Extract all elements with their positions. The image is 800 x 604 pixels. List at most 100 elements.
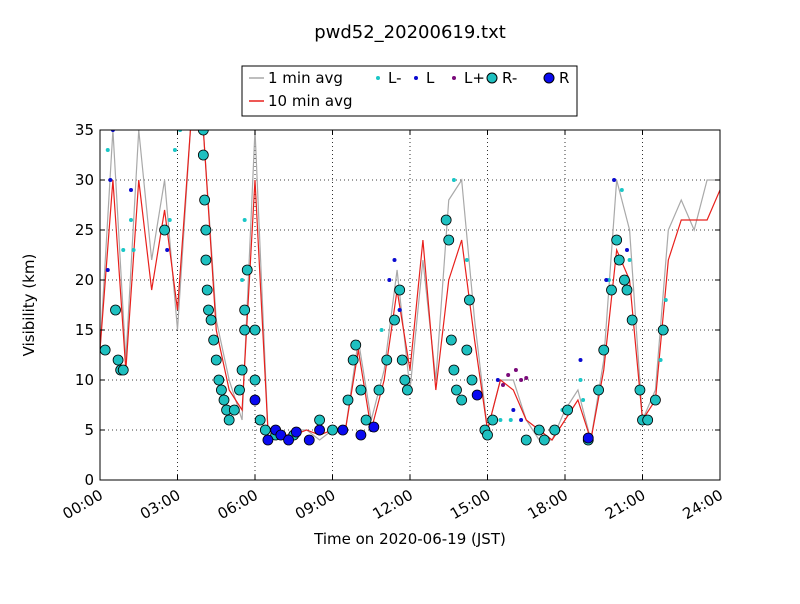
marker-dot (379, 328, 384, 332)
marker-circle (389, 314, 400, 326)
marker-circle (355, 384, 367, 396)
marker-circle (355, 429, 367, 441)
marker-dot (131, 248, 136, 252)
legend-label: L (426, 69, 435, 87)
y-tick-label: 0 (84, 471, 94, 489)
marker-circle (598, 344, 610, 356)
marker-dot (619, 188, 624, 192)
marker-dot (519, 418, 524, 422)
y-tick-label: 35 (75, 121, 94, 139)
marker-circle (110, 304, 121, 316)
legend-box (241, 65, 578, 117)
marker-circle (451, 384, 462, 396)
marker-dot (498, 418, 503, 422)
marker-circle (562, 404, 573, 416)
plot-area (100, 130, 720, 446)
marker-circle (402, 384, 413, 396)
marker-circle (634, 384, 646, 396)
y-tick-label: 25 (75, 221, 94, 239)
marker-dot (387, 278, 392, 282)
marker-circle (213, 374, 225, 386)
marker-circle (482, 429, 493, 441)
legend-label: R (559, 69, 569, 87)
y-tick-label: 15 (75, 321, 94, 339)
marker-dot (627, 258, 632, 262)
marker-circle (394, 284, 406, 296)
y-tick-label: 10 (75, 371, 94, 389)
marker-circle (283, 434, 294, 446)
marker-circle (117, 364, 129, 376)
marker-circle (456, 394, 468, 406)
marker-circle (327, 424, 338, 436)
legend-label: 10 min avg (268, 92, 353, 110)
marker-dot (105, 268, 110, 272)
marker-dot (167, 218, 172, 222)
legend-swatch (376, 76, 380, 80)
marker-dot (519, 378, 524, 382)
y-tick-label: 30 (75, 171, 94, 189)
marker-circle (200, 224, 212, 236)
marker-circle (234, 384, 245, 396)
marker-circle (314, 424, 325, 436)
marker-circle (337, 424, 349, 436)
marker-dot (397, 308, 402, 312)
legend-swatch (414, 76, 418, 80)
legend-swatch (452, 76, 456, 80)
marker-circle (275, 429, 287, 441)
marker-dot (172, 148, 177, 152)
marker-dot (604, 278, 609, 282)
marker-circle (443, 234, 455, 246)
marker-dot (513, 368, 518, 372)
marker-circle (657, 324, 669, 336)
marker-dot (108, 178, 113, 182)
marker-dot (121, 248, 126, 252)
legend-label: R- (502, 69, 517, 87)
marker-circle (582, 432, 594, 444)
marker-circle (197, 149, 209, 161)
marker-dot (658, 358, 663, 362)
marker-circle (445, 334, 457, 346)
marker-dot (495, 378, 500, 382)
marker-circle (350, 339, 362, 351)
marker-dot (625, 248, 629, 252)
marker-circle (100, 344, 111, 356)
marker-dot (165, 248, 170, 252)
marker-circle (205, 314, 217, 326)
legend-label: 1 min avg (268, 69, 343, 87)
marker-circle (464, 294, 475, 306)
marker-circle (241, 264, 253, 276)
chart-title: pwd52_20200619.txt (314, 22, 506, 43)
marker-dot (511, 408, 516, 412)
marker-circle (487, 414, 499, 426)
y-tick-label: 20 (75, 271, 94, 289)
marker-circle (533, 424, 545, 436)
marker-circle (440, 214, 452, 226)
marker-dot (578, 378, 583, 382)
y-axis-label: Visibility (km) (20, 254, 38, 357)
marker-circle (471, 389, 483, 401)
marker-dot (464, 258, 469, 262)
marker-circle (259, 424, 271, 436)
marker-circle (314, 414, 325, 426)
marker-circle (201, 284, 213, 296)
marker-circle (236, 364, 248, 376)
legend-swatch (486, 72, 498, 84)
marker-circle (606, 284, 617, 296)
y-tick-label: 5 (84, 421, 94, 439)
marker-circle (228, 404, 240, 416)
marker-dot (663, 298, 668, 302)
series-line (100, 130, 720, 441)
marker-circle (619, 274, 630, 286)
marker-circle (249, 324, 261, 336)
marker-circle (621, 284, 633, 296)
marker-dot (240, 278, 245, 282)
legend-swatch (543, 72, 555, 84)
legend-label: L- (388, 69, 402, 87)
marker-dot (524, 376, 529, 380)
marker-circle (381, 354, 393, 366)
marker-circle (626, 314, 638, 326)
marker-dot (501, 383, 505, 387)
x-axis-label: Time on 2020-06-19 (JST) (313, 530, 506, 548)
marker-circle (549, 424, 561, 436)
marker-circle (373, 384, 385, 396)
